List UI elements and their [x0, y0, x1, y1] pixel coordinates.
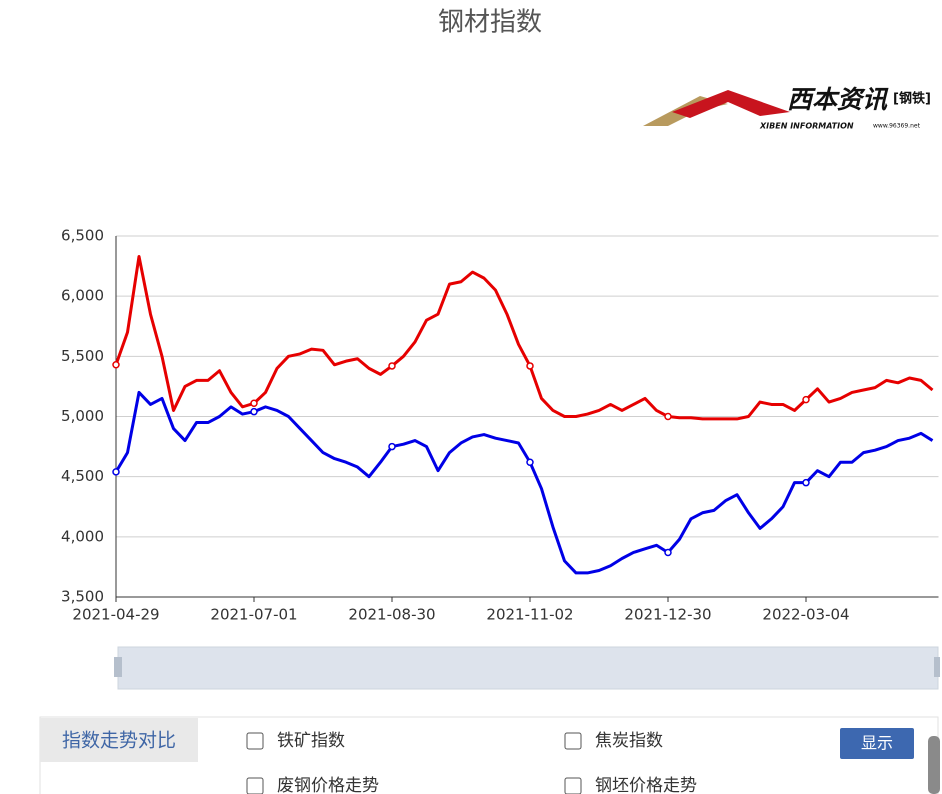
x-tick-label: 2021-11-02: [486, 606, 573, 624]
point-marker: [802, 395, 810, 404]
logo-name: 西本资讯: [787, 85, 889, 114]
series-line: [114, 390, 934, 575]
point-marker: [112, 468, 120, 476]
point-marker: [388, 362, 396, 370]
tab-label[interactable]: 指数走势对比: [62, 730, 176, 752]
zoom-slider[interactable]: [114, 646, 940, 690]
checkbox[interactable]: [246, 732, 264, 750]
point-marker: [526, 362, 534, 370]
point-marker: [388, 442, 396, 451]
point-marker: [112, 361, 120, 369]
point-marker: [664, 412, 672, 421]
checkbox[interactable]: [564, 777, 582, 794]
control-panel: 指数走势对比 铁矿指数 焦炭指数 废钢价格走势 钢坯价格走势 显示: [39, 716, 940, 794]
point-marker: [526, 458, 534, 466]
x-tick-label: 2021-04-29: [72, 606, 159, 624]
y-tick-label: 4,500: [61, 467, 104, 485]
y-tick-label: 3,500: [61, 588, 104, 606]
logo: 西本资讯 [钢铁] XIBEN INFORMATION www.96369.ne…: [643, 85, 931, 131]
series-line: [114, 254, 934, 421]
option-label[interactable]: 铁矿指数: [277, 731, 345, 751]
point-marker: [664, 548, 672, 557]
show-button[interactable]: [840, 728, 914, 759]
option-label[interactable]: 废钢价格走势: [277, 776, 379, 794]
x-tick-label: 2021-07-01: [210, 606, 297, 624]
x-tick-label: 2021-12-30: [624, 606, 711, 624]
x-tick-label: 2021-08-30: [348, 606, 435, 624]
y-tick-label: 4,000: [61, 527, 104, 545]
scrollbar[interactable]: [928, 736, 940, 794]
logo-url: www.96369.net: [873, 123, 921, 130]
point-marker: [250, 399, 258, 408]
logo-tag: [钢铁]: [893, 91, 931, 107]
logo-shape: [672, 90, 790, 118]
y-tick-label: 5,000: [61, 407, 104, 425]
x-tick-label: 2022-03-04: [762, 606, 849, 624]
checkbox[interactable]: [564, 732, 582, 750]
option-label[interactable]: 钢坯价格走势: [595, 776, 697, 794]
tab-bg: [40, 718, 198, 762]
option-label[interactable]: 焦炭指数: [595, 731, 663, 751]
checkbox[interactable]: [246, 777, 264, 794]
y-tick-label: 6,500: [61, 227, 104, 245]
point-marker: [250, 407, 258, 416]
y-tick-label: 5,500: [61, 347, 104, 365]
y-tick-label: 6,000: [61, 287, 104, 305]
slider-handle[interactable]: [934, 657, 940, 677]
button-label[interactable]: 显示: [861, 734, 893, 753]
point-marker: [802, 478, 810, 487]
slider-handle[interactable]: [114, 657, 122, 677]
slider-track: [117, 646, 939, 690]
logo-english: XIBEN INFORMATION: [759, 122, 854, 131]
chart-title: 钢材指数: [438, 8, 542, 38]
